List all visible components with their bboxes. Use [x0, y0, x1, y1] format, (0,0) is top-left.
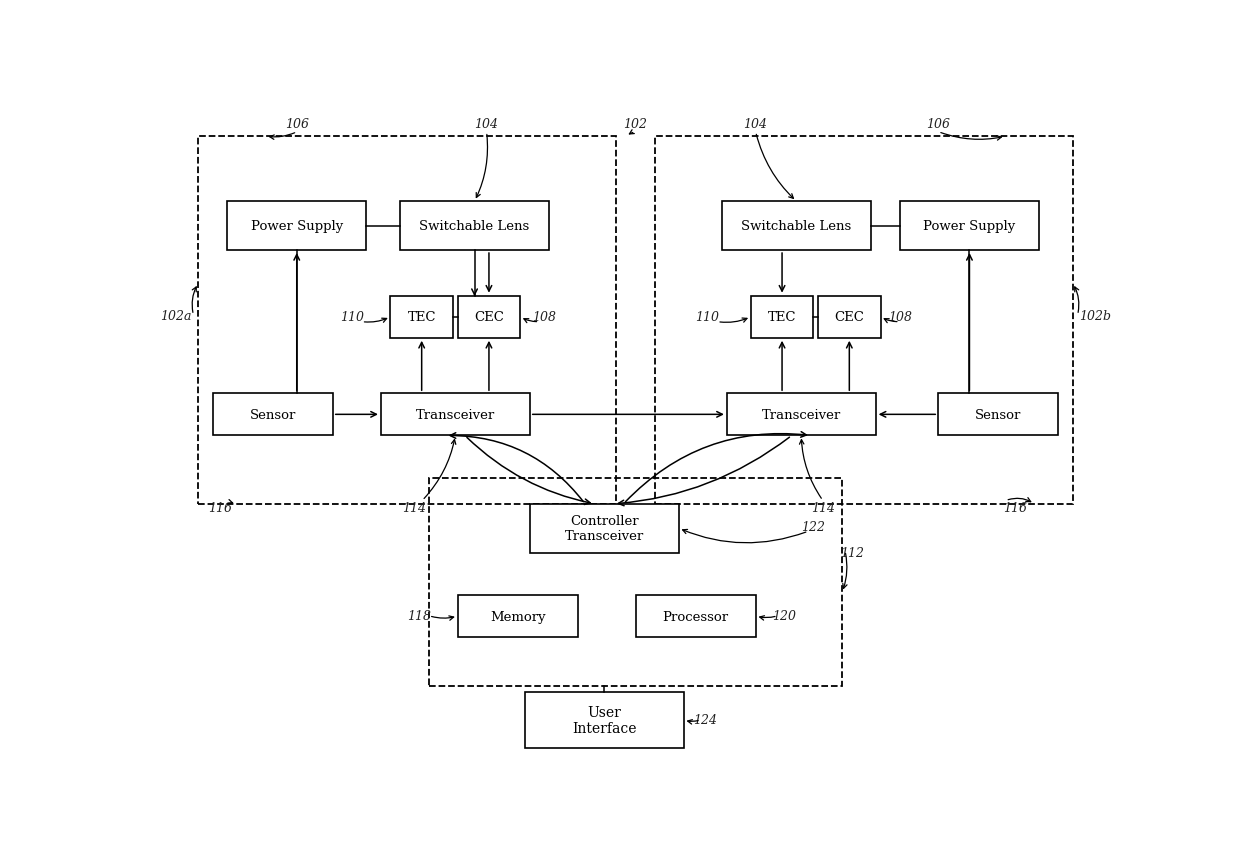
- Bar: [525, 693, 683, 748]
- Text: 122: 122: [801, 521, 826, 533]
- Bar: [939, 393, 1058, 436]
- Text: 114: 114: [403, 501, 427, 514]
- Text: User
Interface: User Interface: [572, 706, 636, 735]
- Text: 106: 106: [926, 117, 950, 131]
- Bar: [635, 595, 755, 637]
- Text: 102: 102: [624, 117, 647, 131]
- Text: 108: 108: [532, 311, 557, 323]
- Text: 102a: 102a: [160, 309, 192, 322]
- Text: CEC: CEC: [474, 311, 503, 324]
- Bar: [391, 296, 453, 338]
- Bar: [722, 202, 870, 251]
- Bar: [900, 202, 1039, 251]
- Text: 108: 108: [888, 311, 911, 323]
- Text: 110: 110: [696, 311, 719, 323]
- Bar: [213, 393, 332, 436]
- Bar: [458, 595, 578, 637]
- Text: 116: 116: [208, 501, 232, 514]
- Bar: [458, 296, 521, 338]
- Bar: [655, 137, 1073, 504]
- Text: Sensor: Sensor: [249, 408, 296, 421]
- Text: Transceiver: Transceiver: [415, 408, 495, 421]
- Text: TEC: TEC: [408, 311, 436, 324]
- Text: 104: 104: [744, 117, 768, 131]
- Bar: [529, 504, 678, 553]
- Text: Sensor: Sensor: [975, 408, 1022, 421]
- Bar: [429, 479, 842, 686]
- Bar: [198, 137, 616, 504]
- Text: Transceiver: Transceiver: [761, 408, 841, 421]
- Text: 114: 114: [811, 501, 835, 514]
- Text: 124: 124: [693, 713, 717, 727]
- Bar: [401, 202, 549, 251]
- Text: Switchable Lens: Switchable Lens: [419, 220, 529, 233]
- Text: 110: 110: [340, 311, 365, 323]
- Text: 116: 116: [1003, 501, 1027, 514]
- Text: Power Supply: Power Supply: [250, 220, 343, 233]
- Text: Processor: Processor: [662, 610, 729, 623]
- Bar: [751, 296, 813, 338]
- Text: Controller
Transceiver: Controller Transceiver: [564, 515, 644, 543]
- Text: TEC: TEC: [768, 311, 796, 324]
- Text: 102b: 102b: [1079, 309, 1111, 322]
- Text: Power Supply: Power Supply: [924, 220, 1016, 233]
- Text: CEC: CEC: [835, 311, 864, 324]
- Bar: [727, 393, 875, 436]
- Bar: [227, 202, 367, 251]
- Text: 112: 112: [839, 546, 864, 560]
- Text: Switchable Lens: Switchable Lens: [742, 220, 852, 233]
- Text: 106: 106: [285, 117, 309, 131]
- Text: 104: 104: [475, 117, 498, 131]
- Text: Memory: Memory: [490, 610, 546, 623]
- Text: 118: 118: [407, 609, 432, 623]
- Text: 120: 120: [773, 609, 796, 623]
- Bar: [381, 393, 529, 436]
- Bar: [818, 296, 880, 338]
